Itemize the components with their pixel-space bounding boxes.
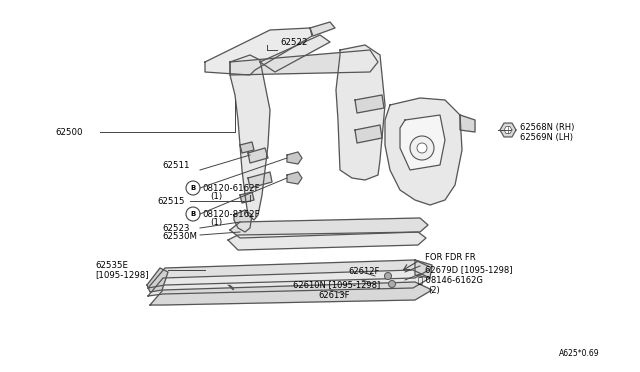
Text: (1): (1): [210, 192, 222, 201]
Polygon shape: [150, 282, 432, 305]
Text: B: B: [190, 185, 196, 191]
Circle shape: [388, 280, 396, 288]
Text: Ⓑ 08146-6162G: Ⓑ 08146-6162G: [418, 276, 483, 285]
Text: 08120-8162F: 08120-8162F: [202, 209, 260, 218]
Polygon shape: [287, 152, 302, 164]
Polygon shape: [240, 142, 254, 153]
Text: FOR FDR FR: FOR FDR FR: [425, 253, 476, 263]
Polygon shape: [415, 260, 432, 278]
Circle shape: [385, 273, 392, 279]
Polygon shape: [228, 232, 426, 250]
Text: 62569N (LH): 62569N (LH): [520, 132, 573, 141]
Text: 62568N (RH): 62568N (RH): [520, 122, 574, 131]
Text: 62610N [1095-1298]: 62610N [1095-1298]: [292, 280, 380, 289]
Polygon shape: [460, 115, 475, 132]
Polygon shape: [248, 172, 272, 188]
Text: (1): (1): [210, 218, 222, 227]
Polygon shape: [147, 268, 168, 292]
Polygon shape: [355, 125, 382, 143]
Circle shape: [186, 207, 200, 221]
Text: 62500: 62500: [55, 128, 83, 137]
Polygon shape: [230, 55, 270, 220]
Polygon shape: [248, 148, 268, 163]
Text: 62522: 62522: [280, 38, 307, 46]
Polygon shape: [500, 123, 516, 137]
Circle shape: [410, 136, 434, 160]
Text: B: B: [190, 211, 196, 217]
Polygon shape: [230, 218, 428, 238]
Text: [1095-1298]: [1095-1298]: [95, 270, 148, 279]
Polygon shape: [230, 50, 378, 75]
Text: 62511: 62511: [162, 160, 189, 170]
Text: 62613F: 62613F: [319, 292, 350, 301]
Text: A625*0.69: A625*0.69: [559, 349, 600, 358]
Text: 08120-6162F: 08120-6162F: [202, 183, 260, 192]
Polygon shape: [504, 126, 512, 134]
Text: (2): (2): [428, 285, 440, 295]
Polygon shape: [234, 210, 252, 232]
Text: 62535E: 62535E: [95, 260, 128, 269]
Polygon shape: [240, 192, 254, 203]
Circle shape: [417, 143, 427, 153]
Polygon shape: [355, 95, 384, 113]
Polygon shape: [148, 270, 430, 296]
Polygon shape: [400, 115, 445, 170]
Text: 62523: 62523: [162, 224, 189, 232]
Text: 62679D [1095-1298]: 62679D [1095-1298]: [425, 266, 513, 275]
Polygon shape: [148, 260, 432, 288]
Polygon shape: [287, 172, 302, 184]
Polygon shape: [205, 28, 312, 75]
Text: 62612F: 62612F: [349, 267, 380, 276]
Polygon shape: [385, 98, 462, 205]
Circle shape: [186, 181, 200, 195]
Polygon shape: [336, 45, 385, 180]
Text: 62515: 62515: [157, 196, 184, 205]
Polygon shape: [310, 22, 335, 36]
Text: 62530M: 62530M: [162, 231, 197, 241]
Polygon shape: [260, 35, 330, 72]
